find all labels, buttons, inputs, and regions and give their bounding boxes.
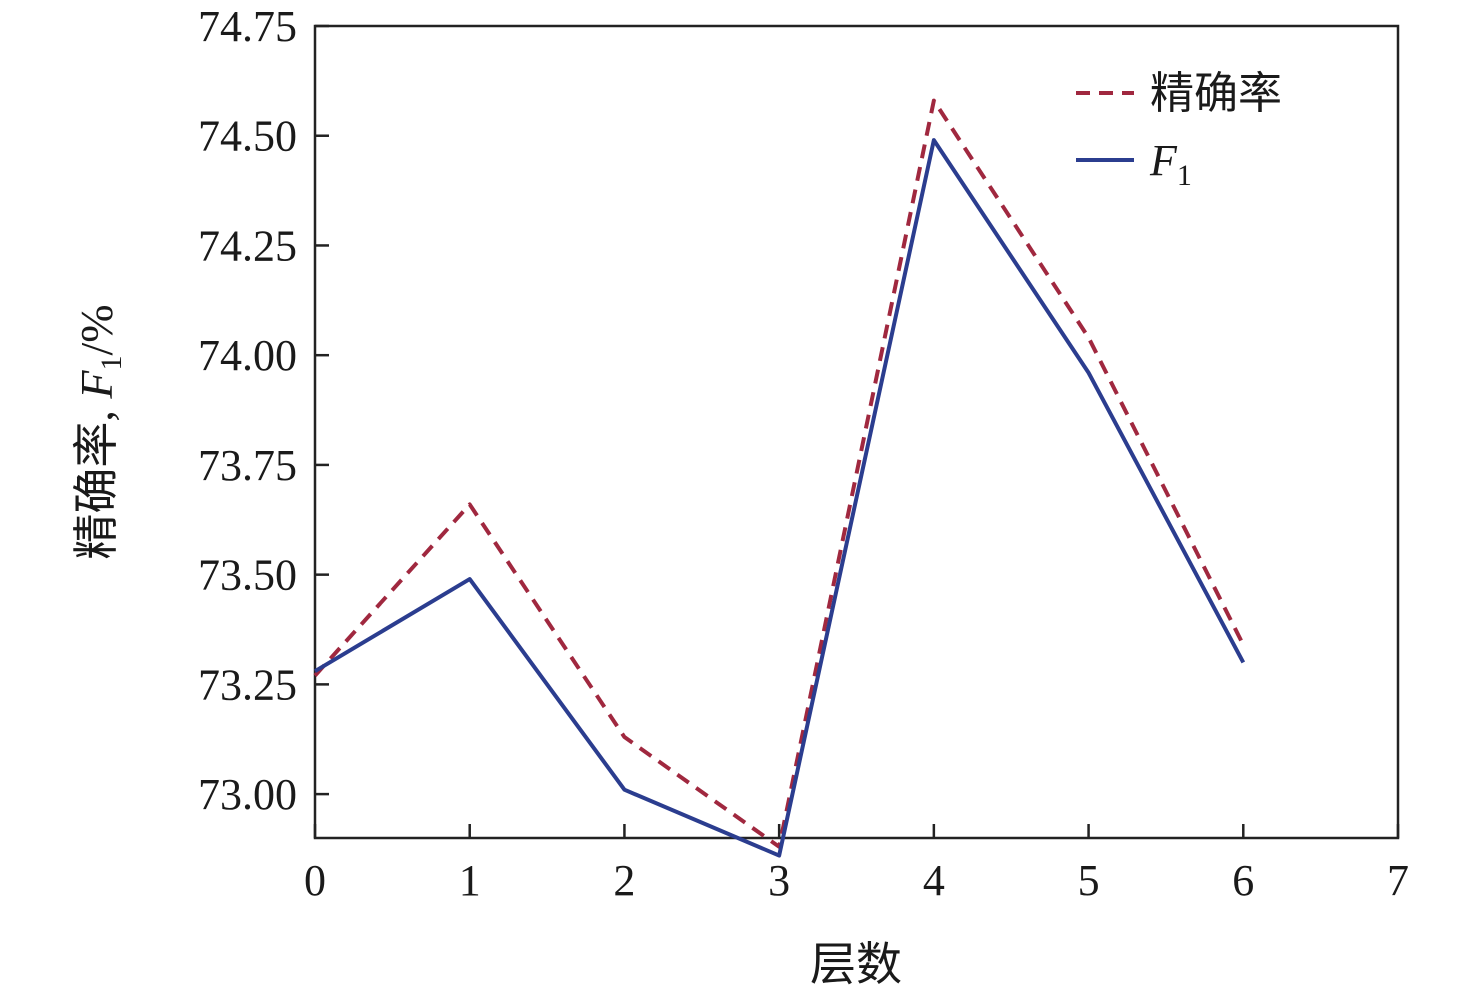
y-axis-title-main: 精确率, [71, 399, 122, 560]
x-tick-label: 0 [304, 856, 326, 905]
plot-frame [313, 24, 1400, 840]
x-tick-label: 7 [1387, 856, 1409, 905]
x-tick-label: 2 [613, 856, 635, 905]
y-axis-title: 精确率, F1/% [71, 304, 128, 559]
y-axis-title-unit: /% [71, 304, 122, 355]
legend-label-sub: 1 [1177, 159, 1192, 192]
series-line-f1 [313, 138, 1246, 858]
legend: 精确率 F1 [1076, 69, 1282, 192]
x-tick-label: 5 [1078, 856, 1100, 905]
y-axis: 73.00 73.25 73.50 73.75 74.00 74.25 74.50 74.75 [198, 2, 329, 819]
y-axis-title-sub: 1 [95, 356, 128, 371]
y-tick-label: 73.50 [198, 551, 297, 600]
legend-label-main: F [1149, 136, 1178, 185]
legend-label-main: 精确率 [1150, 69, 1282, 118]
x-axis: 0 1 2 3 4 5 6 7 [304, 824, 1409, 905]
y-tick-label: 74.25 [198, 221, 297, 270]
x-tick-label: 3 [768, 856, 790, 905]
y-axis-title-f: F [71, 370, 122, 400]
y-tick-label: 74.75 [198, 2, 297, 51]
y-tick-label: 73.25 [198, 660, 297, 709]
y-tick-label: 73.75 [198, 441, 297, 490]
legend-label: F1 [1149, 136, 1192, 192]
x-axis-title: 层数 [810, 939, 902, 990]
y-tick-label: 73.00 [198, 770, 297, 819]
series-layer [313, 98, 1246, 858]
x-tick-label: 4 [923, 856, 945, 905]
y-tick-label: 74.50 [198, 112, 297, 161]
series-line-precision [313, 98, 1246, 849]
y-tick-label: 74.00 [198, 331, 297, 380]
x-tick-label: 1 [459, 856, 481, 905]
x-tick-label: 6 [1232, 856, 1254, 905]
legend-label: 精确率 [1150, 69, 1282, 118]
